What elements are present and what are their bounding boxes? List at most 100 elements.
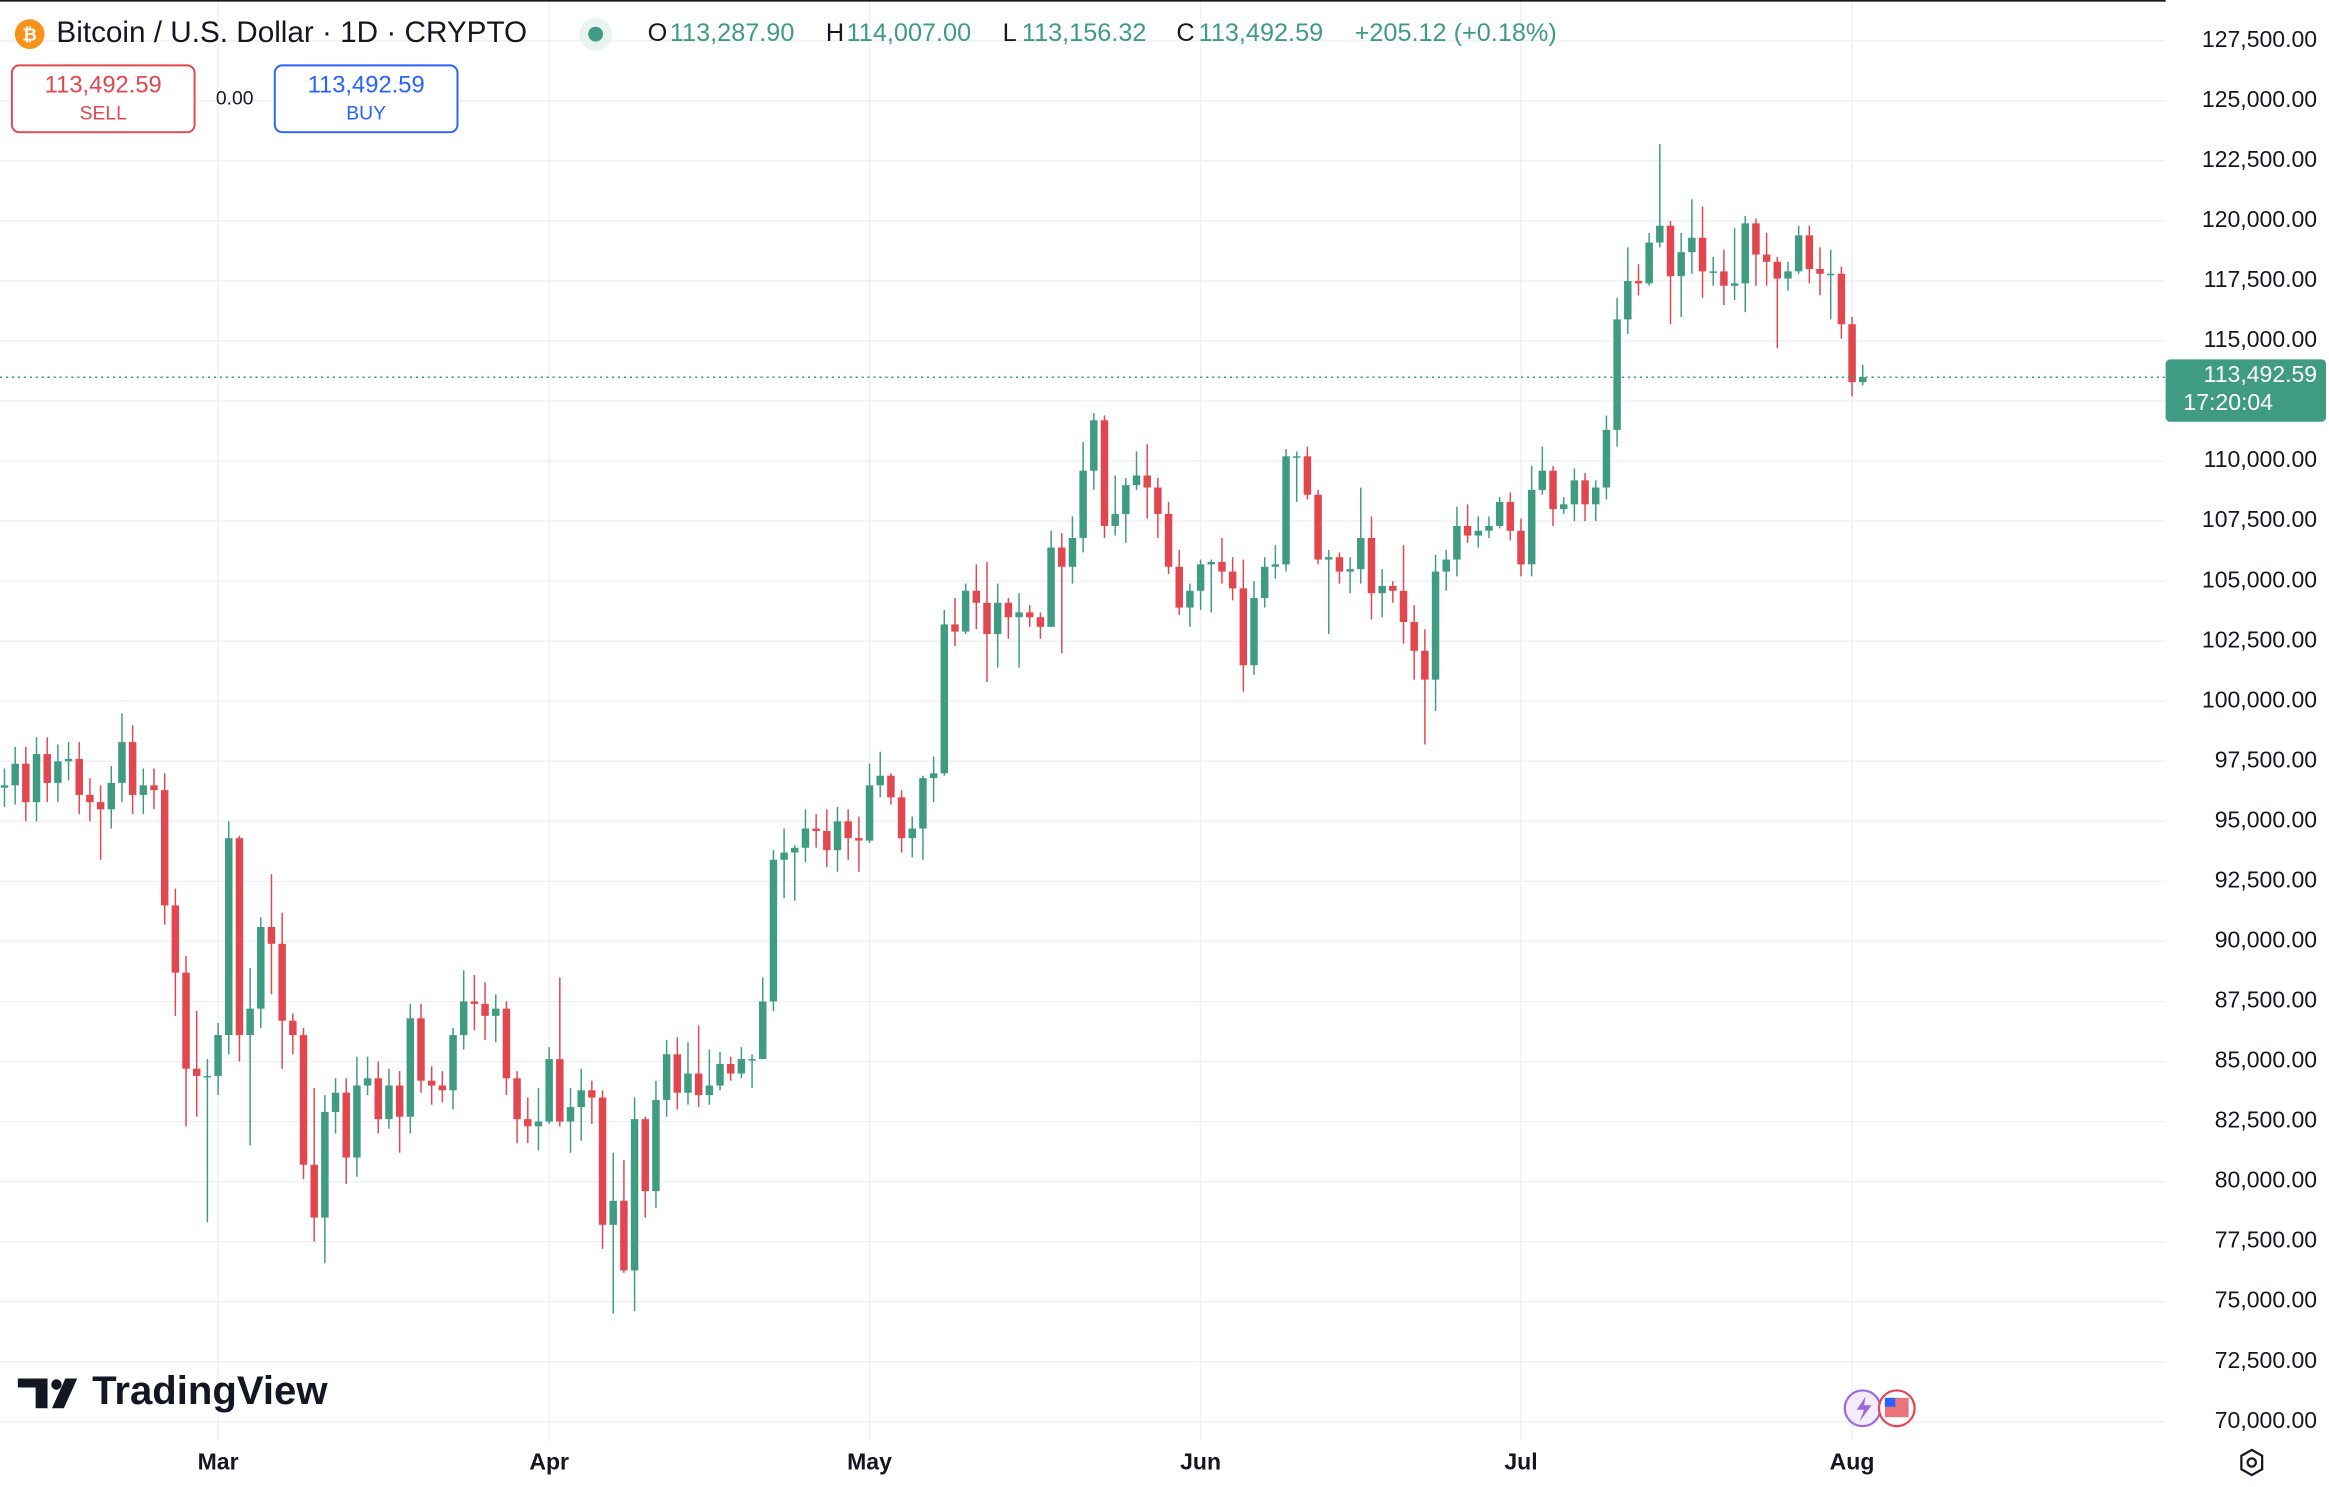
- candle-body: [481, 1003, 489, 1016]
- candle-body: [1485, 525, 1493, 531]
- candle-body: [11, 763, 19, 786]
- candle-body: [1175, 566, 1183, 608]
- candle-body: [1570, 480, 1579, 505]
- candle-body: [641, 1119, 650, 1192]
- candle-body: [972, 590, 981, 603]
- candle-body: [1794, 235, 1803, 272]
- settings-icon-center[interactable]: [2246, 1457, 2258, 1468]
- candle-body: [1079, 470, 1087, 538]
- buy-button[interactable]: 113,492.59 BUY: [273, 64, 459, 134]
- candle-body: [278, 943, 286, 1021]
- candle-body: [801, 828, 810, 848]
- candle-body: [331, 1092, 340, 1112]
- candle-body: [566, 1107, 575, 1122]
- low-label: L: [1003, 19, 1017, 47]
- flag-canton[interactable]: [1884, 1397, 1896, 1407]
- x-tick-label: Aug: [1830, 1448, 1875, 1474]
- candle-body: [1186, 590, 1194, 608]
- candle-body: [684, 1073, 692, 1093]
- last-price-label: 113,492.59: [2204, 361, 2317, 387]
- candle-body: [374, 1078, 383, 1120]
- candle-body: [75, 758, 83, 795]
- y-tick-label: 92,500.00: [2215, 866, 2317, 892]
- candle-body: [96, 802, 105, 810]
- candle-body: [705, 1085, 714, 1096]
- candle-body: [1784, 271, 1792, 279]
- candle-body: [417, 1018, 425, 1081]
- candle-body: [182, 972, 190, 1069]
- candle-body: [513, 1078, 521, 1120]
- candle-body: [833, 821, 842, 851]
- candle-body: [1314, 494, 1322, 560]
- y-tick-label: 97,500.00: [2215, 746, 2317, 772]
- candle-body: [1805, 235, 1814, 269]
- last-price-box: [2165, 359, 2327, 422]
- candle-body: [865, 785, 874, 841]
- buy-button-frame[interactable]: [273, 64, 459, 134]
- change-value: +205.12 (+0.18%): [1355, 19, 1557, 47]
- candle-body: [1154, 487, 1162, 514]
- candle-body: [150, 785, 158, 791]
- candle-body: [299, 1035, 308, 1165]
- spread: 0.00: [216, 89, 254, 110]
- candle-body: [609, 1200, 617, 1225]
- candle-body: [748, 1059, 756, 1061]
- event-icon-bolt[interactable]: [1856, 1396, 1872, 1422]
- candle-body: [1762, 254, 1771, 262]
- y-tick-label: 110,000.00: [2204, 446, 2317, 472]
- logo-text: TradingView: [92, 1369, 328, 1413]
- candle-body: [961, 590, 970, 632]
- candle-body: [1143, 475, 1151, 488]
- buy-price[interactable]: 113,492.59: [308, 71, 425, 98]
- candle-body: [769, 859, 778, 1002]
- candle-body: [225, 838, 233, 1036]
- candle-body: [1389, 585, 1397, 591]
- candle-body: [1421, 650, 1429, 680]
- candle-body: [1292, 456, 1301, 458]
- candle-body: [1656, 225, 1664, 243]
- candle-body: [1581, 480, 1589, 505]
- candle-body: [492, 1008, 500, 1016]
- candle-body: [919, 778, 927, 829]
- candle-body: [759, 1001, 767, 1060]
- candle-body: [791, 847, 799, 853]
- candle-body: [1271, 564, 1280, 567]
- sell-price[interactable]: 113,492.59: [45, 71, 162, 98]
- candle-body: [310, 1164, 318, 1218]
- candle-body: [620, 1200, 628, 1271]
- sell-button[interactable]: 113,492.59 SELL: [10, 64, 196, 134]
- candle-body: [1527, 489, 1536, 565]
- candle-body: [64, 758, 73, 762]
- x-tick-label: May: [847, 1448, 892, 1474]
- sell-label[interactable]: SELL: [80, 103, 127, 124]
- candle-body: [694, 1073, 703, 1096]
- candle-body: [662, 1054, 671, 1100]
- open-value: 113,287.90: [670, 19, 794, 47]
- candle-body: [1709, 271, 1717, 273]
- candle-body: [630, 1119, 639, 1271]
- candle-body: [257, 927, 265, 1009]
- candle-body: [556, 1059, 564, 1122]
- candle-body: [160, 790, 169, 906]
- candles: [0, 144, 1867, 1314]
- candle-body: [1613, 319, 1621, 430]
- candle-body: [716, 1063, 724, 1086]
- settings-icon[interactable]: [2240, 1448, 2264, 1477]
- y-tick-label: 77,500.00: [2215, 1227, 2317, 1253]
- x-tick-label: Jun: [1180, 1448, 1221, 1474]
- y-tick-label: 90,000.00: [2215, 926, 2317, 952]
- candle-body: [1495, 501, 1504, 526]
- candle-body: [1848, 324, 1856, 383]
- y-tick-label: 87,500.00: [2215, 987, 2317, 1013]
- candle-body: [951, 624, 959, 632]
- candle-body: [406, 1018, 415, 1117]
- candle-body: [0, 785, 9, 788]
- candle-body: [1517, 530, 1525, 565]
- sell-button-frame[interactable]: [10, 64, 196, 134]
- candle-body: [1559, 504, 1568, 510]
- candle-body: [545, 1059, 553, 1122]
- candle-body: [459, 1001, 468, 1036]
- buy-label[interactable]: BUY: [346, 103, 386, 124]
- candle-body: [1250, 597, 1258, 666]
- candle-body: [1068, 537, 1077, 567]
